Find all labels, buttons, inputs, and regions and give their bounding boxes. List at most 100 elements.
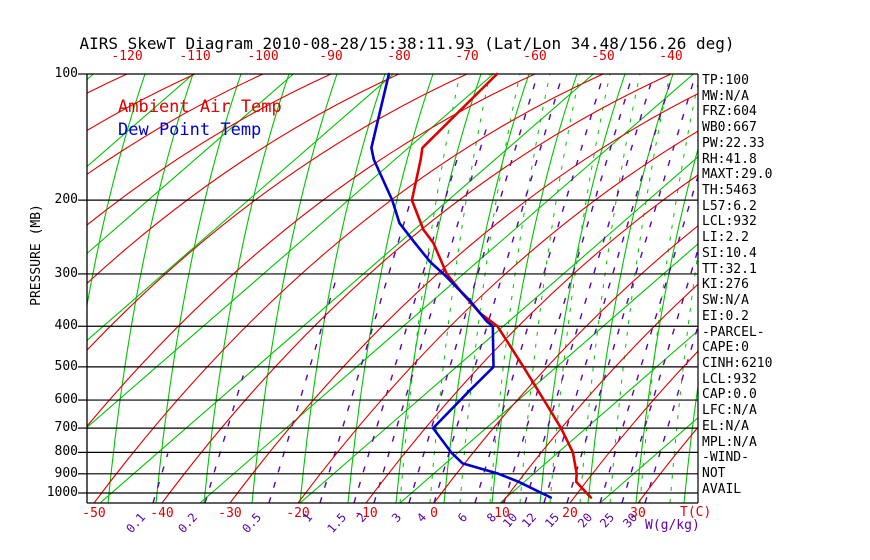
dry-adiabat-line [491, 74, 578, 503]
bottom-temp-tick-label: 20 [562, 506, 578, 521]
stat-line: MW:N/A [702, 88, 749, 104]
dry-adiabat-line [780, 74, 865, 503]
isotherm-line [229, 93, 698, 503]
pressure-tick-label: 100 [54, 66, 78, 81]
pressure-tick-label: 600 [54, 392, 78, 408]
mixing-ratio-dashed-line [408, 74, 539, 503]
dry-adiabat-line [155, 74, 242, 503]
stat-line: CINH:6210 [702, 355, 773, 371]
stat-line: LCL:932 [702, 214, 757, 230]
stat-line: MAXT:29.0 [702, 167, 773, 183]
moist-adiabat-dashed-line [579, 74, 641, 503]
stat-line: LCL:932 [702, 371, 757, 387]
green-diagonal-line [87, 74, 94, 81]
green-diagonal-line [87, 74, 294, 255]
stat-line: SW:N/A [702, 293, 749, 309]
moist-adiabat-dashed-line [820, 74, 870, 503]
dry-adiabat-line [299, 74, 386, 503]
isotherm-line [433, 225, 698, 503]
bottom-temp-tick-label: 10 [494, 506, 510, 521]
top-temp-tick-label: -90 [319, 49, 343, 64]
top-temp-tick-label: -40 [659, 49, 683, 64]
pressure-tick-label: 500 [54, 358, 78, 374]
moist-adiabat-dashed-line [790, 74, 850, 503]
dry-adiabat-line [587, 74, 674, 503]
green-diagonal-line [87, 74, 394, 342]
stat-line: RH:41.8 [702, 151, 757, 167]
top-temp-tick-label: -100 [247, 49, 279, 64]
top-temp-tick-label: -80 [387, 49, 411, 64]
pressure-axis-label: PRESSURE (MB) [29, 204, 44, 306]
top-temp-tick-label: -60 [523, 49, 547, 64]
mixing-ratio-dashed-line [319, 202, 411, 503]
moist-adiabat-dashed-line [549, 74, 611, 503]
pressure-tick-label: 800 [54, 444, 78, 460]
mixing-ratio-dashed-line [433, 74, 564, 503]
stat-line: NOT [702, 466, 726, 481]
pressure-grid [78, 73, 699, 504]
bottom-temp-tick-label: -10 [354, 506, 378, 521]
pressure-tick-label: 400 [54, 318, 78, 334]
stat-line: KI:276 [702, 277, 749, 293]
stat-line: -WIND- [702, 450, 749, 466]
isotherm-line [365, 174, 698, 503]
isotherm-line [161, 74, 672, 503]
moist-adiabat-dashed-line [760, 74, 820, 503]
bottom-temp-tick-label: 0 [430, 506, 438, 521]
stat-line: TP:100 [702, 73, 749, 88]
dry-adiabat-line [347, 74, 434, 503]
mixing-ratio-dashed-line [543, 74, 674, 503]
temp-axis-unit-label: T(C) [680, 505, 712, 520]
dry-adiabat-line [683, 382, 698, 503]
stat-line: SI:10.4 [702, 245, 757, 261]
legend-dew-point-temp: Dew Point Temp [118, 120, 262, 140]
mixing-ratio-dashed-line [524, 74, 655, 503]
stat-line: MPL:N/A [702, 434, 757, 450]
isotherm-line [501, 283, 698, 503]
page-title: AIRS SkewT Diagram 2010-08-28/15:38:11.9… [79, 34, 735, 53]
bottom-temp-tick-label: -30 [218, 506, 242, 521]
isotherm-line [87, 74, 468, 351]
moist-adiabat-dashed-line [850, 74, 870, 503]
isotherm-line [569, 350, 698, 503]
stat-line: PW:22.33 [702, 135, 765, 151]
bottom-temp-tick-label: 30 [630, 506, 646, 521]
bottom-temp-tick-label: -50 [82, 506, 106, 521]
stat-line: -PARCEL- [702, 324, 765, 340]
mixing-ratio-axis-label: W(g/kg) [645, 518, 700, 533]
top-temp-tick-label: -110 [179, 49, 211, 64]
mixing-ratio-dashed-line [503, 74, 634, 503]
stat-line: EI:0.2 [702, 308, 749, 324]
mixing-ratio-dashed-line [268, 279, 337, 503]
stat-line: LFC:N/A [702, 403, 757, 419]
background-line-families [87, 74, 870, 503]
pressure-tick-label: 1000 [46, 485, 78, 500]
bottom-temp-tick-label: -40 [150, 506, 174, 521]
stat-line: L57:6.2 [702, 198, 757, 214]
isotherm-line [87, 74, 128, 94]
green-diagonal-line [87, 74, 194, 168]
isotherm-line [87, 74, 400, 285]
dew-point-temp-curve [370, 72, 553, 499]
dry-adiabat-line [107, 74, 194, 503]
green-diagonal-line [99, 74, 594, 503]
stat-line: FRZ:604 [702, 104, 757, 120]
top-temp-tick-label: -50 [591, 49, 615, 64]
stat-line: WB0:667 [702, 120, 757, 136]
green-diagonal-line [800, 74, 870, 503]
pressure-tick-label: 300 [54, 265, 78, 281]
dry-adiabat-line [828, 74, 870, 503]
dry-adiabat-line [395, 74, 482, 503]
dry-adiabat-line [443, 74, 530, 503]
stat-line: AVAIL [702, 481, 742, 497]
bottom-temp-tick-label: -20 [286, 506, 310, 521]
mixing-ratio-dashed-line [474, 74, 605, 503]
isotherm-line [87, 74, 264, 175]
pressure-tick-label: 900 [54, 465, 78, 481]
green-diagonal-line [299, 156, 698, 503]
isotherm-line [297, 130, 698, 503]
green-diagonal-line [399, 243, 698, 503]
stat-line: EL:N/A [702, 418, 749, 434]
top-temp-tick-label: -120 [111, 49, 143, 64]
